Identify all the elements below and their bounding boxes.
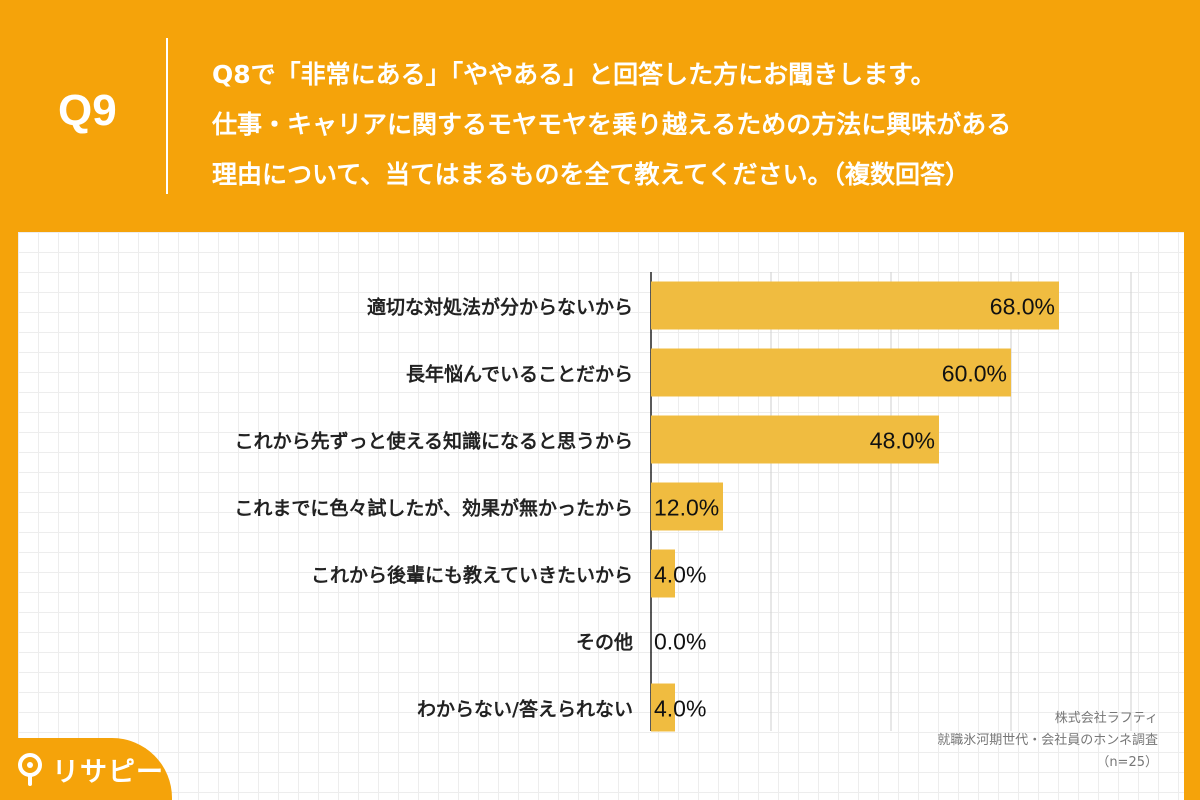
category-label: 適切な対処法が分からないから: [367, 296, 633, 319]
bar-chart: 適切な対処法が分からないから 68.0% 長年悩んでいることだから 60.0% これから…: [234, 272, 1132, 732]
category-label: その他: [576, 631, 633, 654]
magnifier-icon: [18, 753, 42, 786]
bar: [651, 549, 675, 598]
data-label: 4.0%: [654, 696, 706, 722]
credit-survey-name: 就職氷河期世代・会社員のホンネ調査: [937, 733, 1158, 748]
survey-credit: 株式会社ラフティ 就職氷河期世代・会社員のホンネ調査 （n=25）: [937, 708, 1158, 774]
category-label: これまでに色々試したが、効果が無かったから: [234, 497, 633, 520]
category-label: わからない/答えられない: [417, 698, 633, 721]
bar: [651, 415, 939, 464]
data-label: 12.0%: [654, 495, 719, 521]
data-label: 48.0%: [870, 428, 935, 454]
chart-panel: 適切な対処法が分からないから 68.0% 長年悩んでいることだから 60.0% これから…: [18, 232, 1184, 800]
question-line: 理由について、当てはまるものを全て教えてください。（複数回答）: [212, 160, 971, 189]
data-label: 0.0%: [654, 629, 706, 655]
credit-sample-size: （n=25）: [1096, 755, 1158, 770]
data-label: 4.0%: [654, 562, 706, 588]
header-divider: [166, 38, 168, 194]
data-label: 60.0%: [942, 361, 1007, 387]
bar: [651, 683, 675, 732]
question-text: Q8で「非常にある」「ややある」と回答した方にお聞きします。 仕事・キャリアに関…: [212, 50, 1182, 200]
question-number: Q9: [58, 86, 117, 135]
data-label: 68.0%: [990, 294, 1055, 320]
brand-logo: リサピー: [0, 738, 172, 800]
category-label: 長年悩んでいることだから: [406, 363, 633, 386]
bar: [651, 281, 1059, 330]
question-header: Q9 Q8で「非常にある」「ややある」と回答した方にお聞きします。 仕事・キャリ…: [0, 0, 1200, 232]
question-line: Q8で「非常にある」「ややある」と回答した方にお聞きします。: [212, 60, 936, 89]
category-label: これから後輩にも教えていきたいから: [311, 564, 633, 587]
bar: [651, 482, 723, 531]
credit-company: 株式会社ラフティ: [1054, 711, 1158, 726]
category-label: これから先ずっと使える知識になると思うから: [235, 430, 633, 453]
brand-name: リサピー: [52, 757, 164, 788]
question-line: 仕事・キャリアに関するモヤモヤを乗り越えるための方法に興味がある: [212, 110, 1012, 139]
bar: [651, 348, 1011, 397]
